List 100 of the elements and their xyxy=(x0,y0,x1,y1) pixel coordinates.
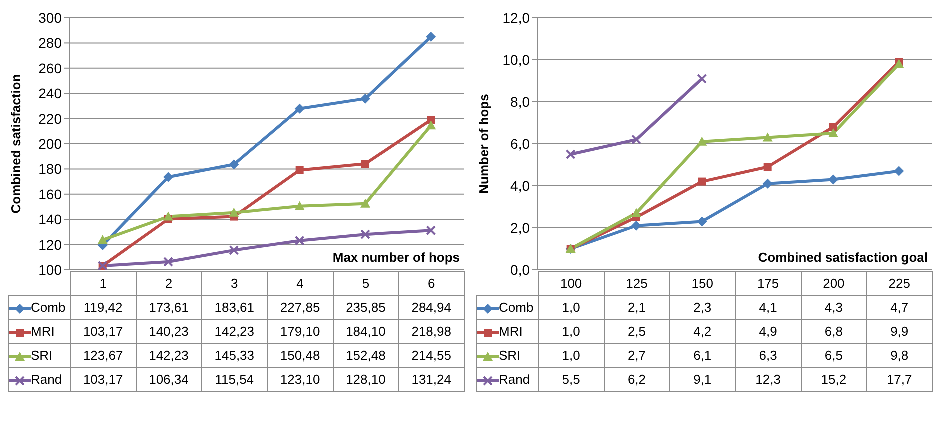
point xyxy=(632,134,642,145)
x-axis-title: Combined satisfaction goal xyxy=(758,250,928,265)
point xyxy=(98,235,108,244)
y-tick-label: 300 xyxy=(38,10,62,26)
point xyxy=(294,236,305,246)
point xyxy=(830,123,838,132)
x-tick-label: 4 xyxy=(267,272,334,296)
point xyxy=(360,230,370,240)
y-tick-label: 12,0 xyxy=(502,10,530,26)
y-tick-label: 10,0 xyxy=(502,52,530,68)
legend-label: MRI xyxy=(31,324,55,339)
point xyxy=(164,212,174,221)
data-label: 119,42 xyxy=(70,296,136,320)
point xyxy=(426,226,436,236)
y-tick-label: 6,0 xyxy=(510,136,530,152)
data-label: 150,48 xyxy=(267,344,334,368)
data-label: 142,23 xyxy=(202,320,268,344)
point xyxy=(229,160,240,170)
point xyxy=(828,128,838,138)
data-label: 235,85 xyxy=(333,296,399,320)
point xyxy=(229,245,240,256)
data-label: 6,3 xyxy=(735,344,802,368)
point xyxy=(697,74,708,84)
point xyxy=(762,178,773,189)
data-label: 284,94 xyxy=(398,296,464,320)
data-label: 131,24 xyxy=(398,368,464,392)
data-label: 6,5 xyxy=(801,344,867,368)
point xyxy=(632,208,642,218)
point xyxy=(764,163,772,172)
data-label: 103,17 xyxy=(70,320,136,344)
data-label: 2,1 xyxy=(604,296,670,320)
x-tick-label: 5 xyxy=(333,272,399,296)
y-tick-label: 2,0 xyxy=(510,220,530,236)
x-tick-label: 200 xyxy=(801,272,867,296)
data-label: 4,2 xyxy=(670,320,736,344)
data-label: 5,5 xyxy=(538,368,604,392)
point xyxy=(427,116,436,124)
data-label: 4,9 xyxy=(735,320,802,344)
y-tick-label: 100 xyxy=(38,262,62,278)
legend-label: Comb xyxy=(499,300,534,315)
y-tick-label: 240 xyxy=(38,86,62,102)
y-tick-label: 280 xyxy=(38,35,62,52)
data-label: 183,61 xyxy=(202,296,268,320)
data-label: 152,48 xyxy=(333,344,399,368)
data-label: 9,8 xyxy=(866,344,932,368)
y-axis-title: Number of hops xyxy=(476,94,492,194)
data-label: 184,10 xyxy=(333,320,399,344)
point xyxy=(632,220,642,231)
point xyxy=(697,136,708,146)
data-label: 1,0 xyxy=(538,344,604,368)
x-tick-label: 2 xyxy=(136,272,202,296)
data-label: 106,34 xyxy=(136,368,202,392)
x-axis-title: Max number of hops xyxy=(332,250,460,265)
x-tick-label: 225 xyxy=(866,272,932,296)
y-tick-label: 160 xyxy=(38,186,62,202)
y-tick-label: 0,0 xyxy=(510,262,530,278)
point xyxy=(426,32,436,42)
data-label: 6,8 xyxy=(801,320,867,344)
point xyxy=(294,104,305,114)
point xyxy=(229,208,240,217)
text: 17,7 xyxy=(886,372,912,387)
y-tick-label: 4,0 xyxy=(510,178,530,194)
data-label: 123,67 xyxy=(70,344,136,368)
point xyxy=(360,198,370,208)
point xyxy=(698,178,706,186)
point xyxy=(164,172,174,182)
data-label: 179,10 xyxy=(267,320,334,344)
point xyxy=(164,257,174,268)
point xyxy=(894,166,904,176)
data-label: 128,10 xyxy=(333,368,399,392)
data-label: 115,54 xyxy=(202,368,268,392)
legend-label: MRI xyxy=(499,324,523,339)
x-tick-label: 125 xyxy=(604,272,670,296)
data-label: 6,2 xyxy=(604,368,670,392)
y-tick-label: 200 xyxy=(38,136,62,152)
legend-label: Rand xyxy=(31,372,62,387)
data-label: 214,55 xyxy=(398,344,464,368)
y-tick-label: 140 xyxy=(38,212,62,228)
y-axis-title: Combined satisfaction xyxy=(8,74,24,214)
data-label: 1,0 xyxy=(538,320,604,344)
x-tick-label: 150 xyxy=(670,272,736,296)
data-label: 218,98 xyxy=(398,320,464,344)
y-tick-label: 180 xyxy=(38,161,62,178)
point xyxy=(426,120,436,130)
x-tick-label: 100 xyxy=(538,272,604,296)
point xyxy=(296,166,304,174)
data-label: 6,1 xyxy=(670,344,736,368)
point xyxy=(762,132,773,142)
point xyxy=(360,94,370,104)
point xyxy=(828,174,838,185)
legend-label: SRI xyxy=(31,348,53,363)
data-label: 9,9 xyxy=(866,320,932,344)
data-label: 173,61 xyxy=(136,296,202,320)
data-label: 1,0 xyxy=(538,296,604,320)
x-tick-label: 6 xyxy=(398,272,464,296)
legend-label: Rand xyxy=(499,372,530,387)
data-label: 4,7 xyxy=(866,296,932,320)
y-tick-label: 8,0 xyxy=(510,94,530,110)
data-label: 2,7 xyxy=(604,344,670,368)
data-label: 142,23 xyxy=(136,344,202,368)
